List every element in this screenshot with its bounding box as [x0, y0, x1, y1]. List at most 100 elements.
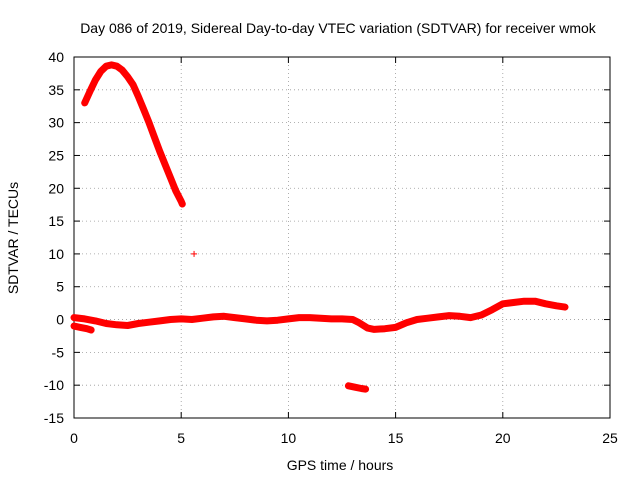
data-point-main-trace: [210, 313, 217, 320]
data-point-early-pass: [167, 174, 174, 181]
y-tick-label: 15: [48, 213, 64, 229]
data-point-early-pass: [103, 63, 110, 70]
data-point-early-pass: [156, 148, 163, 155]
y-tick-label: 5: [56, 279, 64, 295]
data-point-start-segment: [71, 323, 77, 330]
data-point-main-trace: [103, 320, 110, 327]
chart-title: Day 086 of 2019, Sidereal Day-to-day VTE…: [80, 20, 597, 36]
data-point-early-pass: [162, 161, 169, 168]
data-point-early-pass: [146, 119, 153, 126]
y-tick-label: -10: [44, 377, 64, 393]
data-point-main-trace: [135, 320, 142, 327]
y-tick-label: 40: [48, 49, 64, 65]
y-tick-labels: -15 -10 -5 0 5 10 15 20 25 30 35 40: [44, 49, 64, 426]
data-point-main-trace: [561, 304, 568, 311]
plot-area: [73, 56, 611, 419]
data-point-early-pass: [179, 201, 186, 208]
x-tick-label: 0: [70, 430, 78, 446]
data-point-main-trace: [113, 321, 120, 328]
plot-frame: [73, 56, 611, 419]
data-point-main-trace: [296, 314, 303, 321]
data-point-main-trace: [446, 312, 453, 319]
data-point-main-trace: [263, 317, 270, 324]
x-tick-labels: 0 5 10 15 20 25: [70, 430, 618, 446]
data-point-main-trace: [188, 316, 195, 323]
data-point-early-pass: [135, 93, 142, 100]
y-tick-label: -5: [52, 344, 65, 360]
data-point-low-segment: [358, 385, 365, 392]
data-point-main-trace: [221, 313, 228, 320]
data-point-main-trace: [531, 298, 538, 305]
y-tick-label: 20: [48, 180, 64, 196]
data-point-main-trace: [146, 319, 153, 326]
y-tick-label: 35: [48, 82, 64, 98]
y-tick-label: 25: [48, 147, 64, 163]
data-point-main-trace: [253, 317, 260, 324]
data-point-main-trace: [553, 302, 560, 309]
data-point-main-trace: [339, 315, 345, 322]
data-point-early-pass: [81, 99, 88, 106]
grid-lines: [74, 57, 610, 418]
data-point-early-pass: [178, 198, 185, 205]
x-tick-label: 20: [495, 430, 511, 446]
data-point-main-trace: [478, 311, 485, 318]
data-point-main-trace: [178, 315, 185, 322]
data-point-low-segment: [345, 382, 352, 389]
y-axis-label: SDTVAR / TECUs: [5, 182, 21, 294]
axis-ticks: [73, 56, 611, 419]
x-tick-label: 25: [602, 430, 618, 446]
data-point-main-trace: [317, 315, 324, 322]
data-point-main-trace: [156, 317, 163, 324]
data-point-start-segment: [77, 324, 84, 331]
data-point-main-trace: [328, 315, 335, 322]
data-point-main-trace: [364, 325, 371, 332]
data-point-main-trace: [231, 314, 238, 321]
data-point-main-trace: [510, 299, 517, 306]
data-point-main-trace: [392, 324, 399, 331]
data-point-main-trace: [167, 316, 174, 323]
data-point-early-pass: [92, 76, 99, 83]
data-point-main-trace: [435, 313, 442, 320]
data-marks: [70, 61, 569, 393]
data-point-main-trace: [124, 322, 131, 329]
data-point-early-pass: [124, 73, 131, 80]
series-trace-early-pass: [81, 61, 186, 208]
data-point-main-trace: [467, 314, 474, 321]
data-point-main-trace: [499, 300, 506, 307]
data-point-early-pass: [129, 81, 136, 88]
data-point-early-pass: [172, 187, 179, 194]
y-tick-label: 30: [48, 115, 64, 131]
data-point-main-trace: [349, 316, 356, 323]
data-point-main-trace: [71, 314, 77, 321]
data-point-main-trace: [381, 325, 388, 332]
data-point-main-trace: [424, 315, 431, 322]
data-point-main-trace: [371, 326, 378, 333]
data-point-main-trace: [285, 315, 292, 322]
data-point-main-trace: [489, 306, 496, 313]
x-tick-label: 5: [177, 430, 185, 446]
data-point-main-trace: [81, 315, 88, 322]
data-point-main-trace: [521, 298, 528, 305]
data-point-main-trace: [92, 317, 99, 324]
y-tick-label: 0: [56, 312, 64, 328]
series-trace-start-segment: [70, 322, 95, 334]
data-point-early-pass: [113, 63, 120, 70]
data-point-early-pass: [108, 61, 115, 68]
data-point-main-trace: [356, 319, 363, 326]
x-tick-label: 15: [388, 430, 404, 446]
x-tick-label: 10: [281, 430, 297, 446]
data-point-early-pass: [97, 68, 104, 75]
data-point-main-trace: [542, 300, 549, 307]
series-trace-main-trace: [70, 297, 569, 333]
data-point-main-trace: [242, 315, 249, 322]
data-point-early-pass: [151, 134, 158, 141]
data-point-main-trace: [403, 319, 410, 326]
x-axis-label: GPS time / hours: [287, 457, 394, 473]
data-point-main-trace: [306, 314, 313, 321]
data-point-early-pass: [140, 106, 147, 113]
y-tick-label: -15: [44, 410, 64, 426]
data-point-early-pass: [87, 88, 94, 95]
data-point-early-pass: [119, 67, 126, 74]
data-point-start-segment: [88, 327, 95, 334]
